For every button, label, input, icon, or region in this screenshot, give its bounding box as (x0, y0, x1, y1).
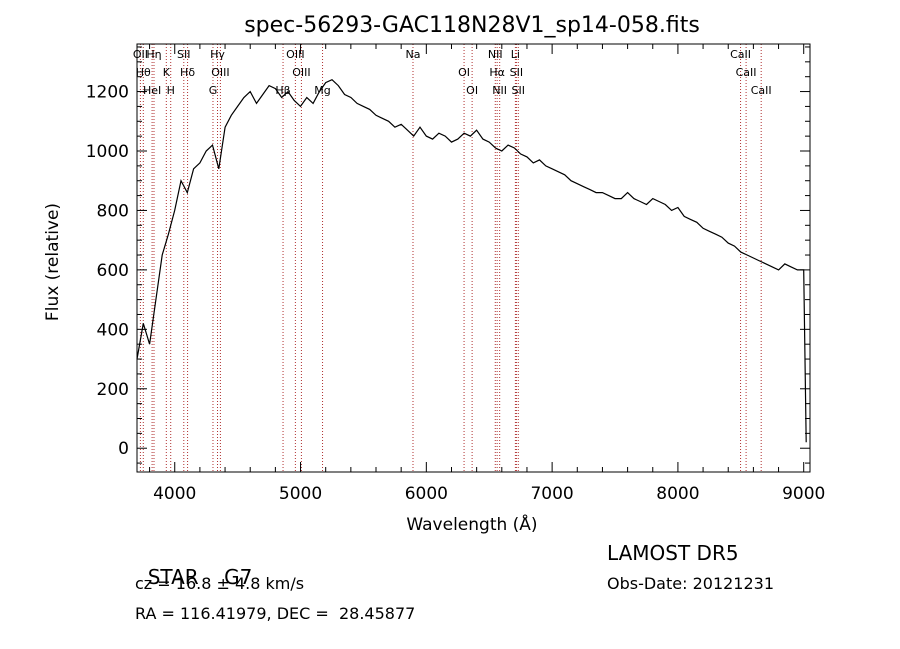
redshift-text: cz = 16.8 ± 4.8 km/s (135, 574, 305, 593)
y-tick-label: 0 (118, 439, 129, 459)
spectral-line-label: G (209, 84, 218, 97)
spectrum-series (136, 78, 807, 443)
chart-title: spec-56293-GAC118N28V1_sp14-058.fits (244, 13, 700, 38)
spectral-line-label: NII (492, 84, 507, 97)
spectral-line-label: OIII (292, 66, 310, 79)
y-tick-label: 200 (97, 380, 129, 400)
spectral-line-label: Mg (314, 84, 330, 97)
spectral-line-labels: OIIHθHeIHηKHSIIHδGHγOIIIHβOIIIOIIIMgNaOI… (133, 48, 772, 97)
spectral-line-label: OI (466, 84, 478, 97)
y-tick-label: 600 (97, 261, 129, 281)
spectral-line-label: SII (512, 84, 525, 97)
spectrum-line (136, 78, 807, 443)
obs-date-text: Obs-Date: 20121231 (607, 574, 775, 593)
plot-frame (136, 43, 811, 473)
spectral-line-label: HeI (143, 84, 161, 97)
x-tick-label: 8000 (656, 484, 699, 504)
spectral-line-label: Na (406, 48, 421, 61)
spectral-line-label: Hθ (136, 66, 151, 79)
spectral-line-label: Hη (146, 48, 161, 61)
spectral-line-label: Hβ (275, 84, 290, 97)
spectral-line-label: Li (511, 48, 520, 61)
x-tick-label: 9000 (782, 484, 825, 504)
x-axis-ticks: 4000 5000 6000 7000 8000 9000 (149, 44, 825, 504)
spectral-line-label: CaII (730, 48, 751, 61)
y-tick-label: 400 (97, 320, 129, 340)
spectral-line-label: Hδ (180, 66, 195, 79)
spectral-line-label: SII (510, 66, 523, 79)
spectral-line-label: OI (458, 66, 470, 79)
spectral-line-markers (139, 44, 762, 472)
object-class: STAR (147, 565, 199, 589)
spectral-line-label: SII (177, 48, 190, 61)
y-tick-label: 800 (97, 201, 129, 221)
y-axis-ticks: 0 200 400 600 800 1000 1200 (86, 46, 810, 464)
spectral-line-label: CaII (751, 84, 772, 97)
coordinates-text: RA = 116.41979, DEC = 28.45877 (135, 604, 416, 623)
survey-name: LAMOST DR5 (607, 541, 739, 565)
spectral-line-label: H (167, 84, 175, 97)
spectral-line-label: Hγ (210, 48, 225, 61)
spectral-line-label: K (163, 66, 171, 79)
spectral-line-label: CaII (736, 66, 757, 79)
x-axis-label: Wavelength (Å) (406, 513, 537, 535)
spectral-line-label: OIII (286, 48, 304, 61)
spectral-line-label: OII (133, 48, 148, 61)
x-tick-label: 5000 (279, 484, 322, 504)
spectral-line-label: OIII (211, 66, 229, 79)
spectral-line-label: NII (488, 48, 503, 61)
y-tick-label: 1200 (86, 83, 129, 103)
object-subclass: G7 (224, 565, 253, 589)
x-tick-label: 4000 (153, 484, 196, 504)
x-tick-label: 7000 (530, 484, 573, 504)
spectral-line-label: Hα (489, 66, 505, 79)
y-tick-label: 1000 (86, 142, 129, 162)
y-axis-label: Flux (relative) (43, 203, 63, 321)
x-tick-label: 6000 (405, 484, 448, 504)
